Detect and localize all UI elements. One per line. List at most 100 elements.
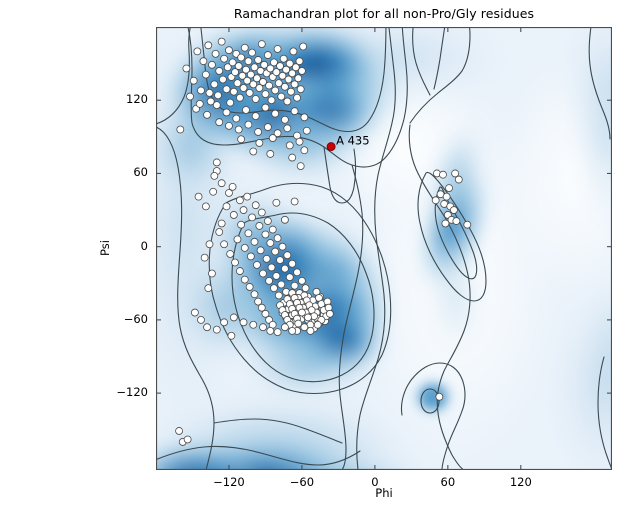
scatter-point <box>298 276 306 285</box>
scatter-point <box>233 235 242 244</box>
scatter-point <box>272 272 281 280</box>
y-tick-label: −60 <box>123 311 148 326</box>
scatter-point <box>250 63 259 72</box>
scatter-point <box>245 89 254 97</box>
page-title: Ramachandran plot for all non-Pro/Gly re… <box>233 6 535 21</box>
scatter-point <box>289 47 298 56</box>
scatter-point <box>282 65 291 74</box>
scatter-point <box>283 251 292 260</box>
contour-right-edge2 <box>597 356 612 470</box>
scatter-point <box>234 125 243 134</box>
scatter-point <box>290 80 299 89</box>
scatter-point <box>278 71 287 80</box>
scatter-point <box>280 215 289 224</box>
scatter-point <box>288 326 297 335</box>
scatter-point <box>276 62 284 70</box>
scatter-point <box>225 46 233 55</box>
contour-bottom-sweep <box>213 418 343 444</box>
scatter-point <box>248 48 256 57</box>
scatter-point <box>204 41 213 50</box>
scatter-point <box>255 222 264 230</box>
contour-bottom-band <box>156 445 361 466</box>
scatter-point <box>267 263 276 272</box>
scatter-point <box>245 283 254 291</box>
y-axis-label-text: Psi <box>98 240 112 256</box>
scatter-point <box>226 250 235 258</box>
scatter-point <box>263 123 272 131</box>
scatter-point <box>240 43 249 52</box>
scatter-point <box>225 121 233 130</box>
scatter-point <box>210 80 219 89</box>
scatter-point <box>243 76 252 85</box>
scatter-point <box>222 108 231 117</box>
scatter-point <box>189 76 198 85</box>
scatter-point <box>266 239 275 247</box>
scatter-point <box>214 91 222 100</box>
scatter-point <box>277 280 286 289</box>
scatter-point <box>261 309 270 318</box>
scatter-point <box>283 97 292 106</box>
scatter-point <box>271 247 280 256</box>
scatter-point <box>191 308 199 317</box>
scatter-point <box>226 98 235 107</box>
scatter-point <box>291 63 300 72</box>
scatter-point <box>220 54 228 63</box>
scatter-point <box>439 170 447 179</box>
contour-alpha-inner <box>231 212 375 383</box>
scatter-point <box>210 171 219 180</box>
outlier-annotations: A 435 <box>326 134 370 152</box>
scatter-point <box>260 60 269 69</box>
scatter-point <box>267 96 276 105</box>
scatter-point <box>229 87 238 96</box>
scatter-point <box>259 78 267 86</box>
scatter-point <box>208 269 216 278</box>
scatter-point <box>234 62 243 70</box>
density-right-edge <box>570 37 612 447</box>
scatter-point <box>227 331 236 340</box>
y-tick-label: 0 <box>140 238 148 253</box>
scatter-point <box>220 240 228 249</box>
y-tick-label: −120 <box>116 385 148 400</box>
scatter-point <box>271 109 280 118</box>
scatter-point <box>325 309 334 318</box>
scatter-points <box>175 37 472 446</box>
scatter-point <box>263 51 272 59</box>
scatter-point <box>296 85 305 94</box>
scatter-point <box>239 206 248 214</box>
scatter-point <box>197 86 205 95</box>
scatter-point <box>454 175 463 184</box>
scatter-point <box>280 82 289 91</box>
scatter-point <box>237 53 246 62</box>
scatter-point <box>217 219 226 228</box>
scatter-point <box>249 147 258 156</box>
contour-divider-left <box>338 164 364 470</box>
scatter-point <box>452 217 461 225</box>
scatter-point <box>250 237 259 246</box>
scatter-point <box>298 308 306 317</box>
scatter-point <box>240 243 249 252</box>
scatter-point <box>206 97 215 106</box>
scatter-point <box>215 118 224 127</box>
scatter-point <box>463 220 472 229</box>
scatter-point <box>279 54 288 63</box>
scatter-point <box>273 45 282 53</box>
scatter-point <box>218 75 227 84</box>
scatter-point <box>253 261 261 269</box>
scatter-point <box>257 303 266 312</box>
scatter-point <box>280 323 289 332</box>
scatter-point <box>201 70 210 79</box>
scatter-point <box>244 229 253 238</box>
contour-lalpha-core <box>434 186 478 280</box>
scatter-point <box>199 57 208 66</box>
scatter-point <box>244 57 253 66</box>
axis-ticks <box>156 27 612 470</box>
scatter-point <box>200 253 209 262</box>
contour-upper-lobe-b <box>433 27 446 90</box>
scatter-point <box>229 211 238 219</box>
scatter-point <box>237 220 246 229</box>
scatter-point <box>273 328 282 337</box>
scatter-point <box>236 196 244 205</box>
y-tick-label: 120 <box>126 92 148 107</box>
scatter-point <box>232 114 241 123</box>
